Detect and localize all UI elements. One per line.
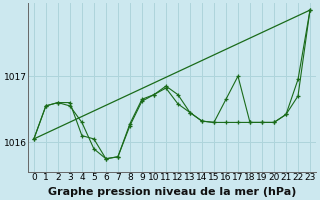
X-axis label: Graphe pression niveau de la mer (hPa): Graphe pression niveau de la mer (hPa): [48, 187, 296, 197]
